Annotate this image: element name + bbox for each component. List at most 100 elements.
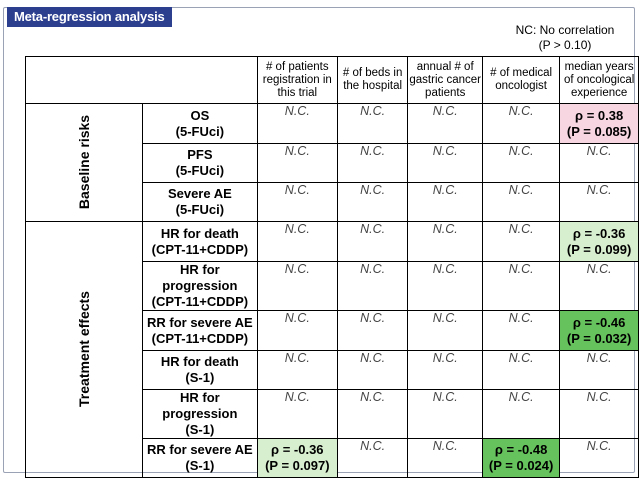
rho-value: ρ = -0.48 <box>494 442 548 457</box>
column-header: median years of oncological experience <box>559 56 639 104</box>
value-cell: N.C. <box>336 310 409 351</box>
value-cell: N.C. <box>559 350 639 390</box>
value-cell: N.C. <box>559 143 639 183</box>
value-cell: N.C. <box>559 261 639 311</box>
correlation-value: ρ = -0.46 (P = 0.032) <box>560 315 638 347</box>
value-cell: ρ = -0.48 (P = 0.024) <box>481 438 561 478</box>
value-cell: N.C. <box>256 310 338 351</box>
table-row: HR for progression (S-1) N.C. N.C. N.C. N.C. N… <box>26 389 639 439</box>
row-label-line: (S-1) <box>185 370 215 385</box>
group-label: Baseline risks <box>75 114 92 209</box>
p-value: (P = 0.085) <box>566 123 632 139</box>
value-cell: N.C. <box>481 310 561 351</box>
table-row: RR for severe AE (S-1) ρ = -0.36 (P = 0.097… <box>26 438 639 478</box>
value-cell: N.C. <box>407 103 483 144</box>
value-cell: N.C. <box>407 350 483 390</box>
row-label-line: RR for severe AE <box>146 314 253 330</box>
column-header-line: annual # of <box>416 60 474 73</box>
rho-value: ρ = 0.38 <box>575 107 624 123</box>
row-label-line: (CPT-11+CDDP) <box>151 241 249 257</box>
table-row: Baseline risks OS (5-FUci) N.C. N.C. N.C. N.C.… <box>25 103 639 222</box>
row-label: RR for severe AE (CPT-11+CDDP) <box>141 310 258 351</box>
value-cell: N.C. <box>256 143 338 183</box>
value-cell: N.C. <box>481 103 561 144</box>
rho-value: ρ = -0.46 <box>572 314 626 330</box>
value-cell: N.C. <box>256 103 338 144</box>
value-cell: N.C. <box>481 350 561 390</box>
row-label-line: OS <box>190 107 210 123</box>
column-header: # of patients registration in this trial <box>256 56 338 104</box>
column-header-line: of oncological <box>563 73 635 86</box>
value-cell: N.C. <box>336 350 409 390</box>
row-label-line: HR for death <box>160 225 239 241</box>
column-header-line: patients <box>425 86 466 99</box>
row-label-line: (S-1) <box>185 458 215 473</box>
column-header-line: experience <box>571 86 628 99</box>
value-cell: ρ = 0.38 (P = 0.085) <box>559 103 639 144</box>
row-label: Severe AE (5-FUci) <box>141 182 258 222</box>
p-value: (P = 0.099) <box>566 241 632 257</box>
table-row: HR for death (S-1) N.C. N.C. N.C. N.C. N.C. <box>26 350 639 390</box>
row-label-line: Severe AE <box>167 186 232 201</box>
row-label-line: HR for progression <box>162 262 238 293</box>
row-label-line: (5-FUci) <box>175 163 225 178</box>
value-cell: ρ = -0.36 (P = 0.097) <box>256 438 338 478</box>
row-label: PFS (5-FUci) <box>141 143 258 183</box>
value-cell: N.C. <box>336 438 409 478</box>
value-cell: N.C. <box>256 221 338 262</box>
p-value: (P = 0.097) <box>265 458 330 473</box>
value-cell: N.C. <box>336 389 409 439</box>
value-cell: N.C. <box>481 143 561 183</box>
value-cell: N.C. <box>256 350 338 390</box>
value-cell: N.C. <box>559 389 639 439</box>
column-header-line: gastric cancer <box>409 73 481 86</box>
value-cell: N.C. <box>407 438 483 478</box>
value-cell: N.C. <box>407 143 483 183</box>
column-header-line: registration in <box>262 73 332 86</box>
group-baseline-risks: Baseline risks <box>25 103 143 222</box>
row-label: HR for progression (CPT-11+CDDP) <box>141 261 258 311</box>
value-cell: N.C. <box>336 103 409 144</box>
correlation-value: ρ = -0.48 (P = 0.024) <box>483 442 559 474</box>
value-cell: N.C. <box>256 261 338 311</box>
correlation-value: ρ = -0.36 (P = 0.099) <box>560 226 638 258</box>
column-header: # of beds in the hospital <box>336 56 409 104</box>
value-cell: N.C. <box>336 261 409 311</box>
column-header-line: oncologist <box>495 80 548 92</box>
column-header-line: this trial <box>277 86 318 99</box>
group-treatment-effects: Treatment effects <box>25 221 143 478</box>
nc-legend-line-2: (P > 0.10) <box>538 38 592 52</box>
table-row: RR for severe AE (CPT-11+CDDP) N.C. N.C. N.C… <box>26 310 639 351</box>
column-header-line: median years <box>564 60 634 73</box>
row-label: HR for death (S-1) <box>141 350 258 390</box>
column-header-line: # of beds in <box>342 67 403 79</box>
row-label-line: (5-FUci) <box>175 123 225 139</box>
row-label-line: (CPT-11+CDDP) <box>151 330 249 346</box>
value-cell: N.C. <box>407 310 483 351</box>
row-label: HR for progression (S-1) <box>141 389 258 439</box>
value-cell: N.C. <box>481 261 561 311</box>
column-header-line: the hospital <box>343 80 403 92</box>
header-row: # of patients registration in this trial # … <box>25 56 639 104</box>
value-cell: N.C. <box>481 389 561 439</box>
value-cell: N.C. <box>407 261 483 311</box>
row-label-line: HR for progression <box>162 390 238 421</box>
value-cell: N.C. <box>256 389 338 439</box>
value-cell: N.C. <box>481 221 561 262</box>
column-header: annual # of gastric cancer patients <box>407 56 483 104</box>
meta-regression-table: # of patients registration in this trial # … <box>25 56 639 478</box>
row-label: RR for severe AE (S-1) <box>141 438 258 478</box>
value-cell: N.C. <box>481 182 561 222</box>
value-cell: ρ = -0.46 (P = 0.032) <box>559 310 639 351</box>
row-label-line: HR for death <box>160 354 239 369</box>
p-value: (P = 0.032) <box>566 330 632 346</box>
figure-title: Meta-regression analysis <box>7 7 172 27</box>
value-cell: N.C. <box>336 143 409 183</box>
value-cell: N.C. <box>559 438 639 478</box>
value-cell: N.C. <box>336 182 409 222</box>
nc-legend-line-1: NC: No correlation <box>515 23 615 37</box>
table-row: Treatment effects HR for death (CPT-11+CDD… <box>25 221 639 478</box>
row-label: HR for death (CPT-11+CDDP) <box>141 221 258 262</box>
value-cell: N.C. <box>407 389 483 439</box>
row-label-line: (S-1) <box>185 422 215 437</box>
